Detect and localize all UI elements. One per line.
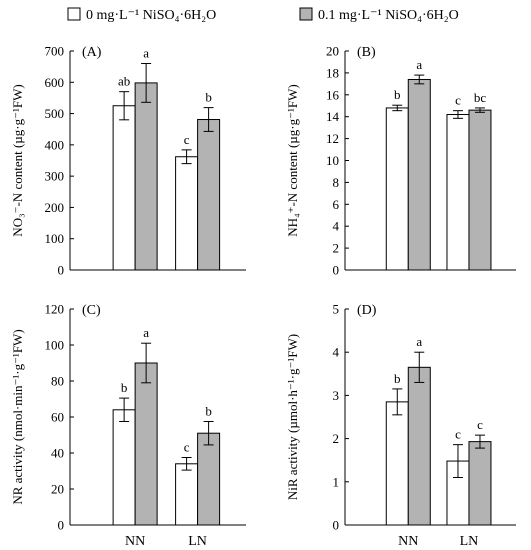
y-tick-label: 18 <box>326 65 339 80</box>
significance-label: ab <box>118 74 130 89</box>
bar-LN-series-2 <box>468 441 492 526</box>
y-tick-label: 600 <box>45 75 65 90</box>
y-tick-label: 4 <box>333 219 340 234</box>
bar-NN-series-1 <box>112 105 136 271</box>
y-tick-label: 500 <box>45 106 65 121</box>
y-tick-label: 2 <box>333 241 340 256</box>
y-tick-label: 0 <box>58 263 65 278</box>
significance-label: b <box>121 380 128 395</box>
significance-label: bc <box>474 90 487 105</box>
x-category-label: LN <box>460 534 479 549</box>
significance-label: a <box>143 325 149 340</box>
bar-LN-series-2 <box>197 119 221 271</box>
panel-label: (A) <box>82 45 102 60</box>
legend-swatch-white <box>67 7 81 21</box>
bar-NN-series-2 <box>134 362 158 526</box>
significance-label: b <box>205 90 212 105</box>
y-tick-label: 10 <box>326 153 339 168</box>
y-tick-label: 80 <box>51 374 64 389</box>
y-tick-label: 60 <box>51 410 64 425</box>
y-tick-label: 300 <box>45 169 65 184</box>
significance-label: c <box>477 417 483 432</box>
y-tick-label: 400 <box>45 137 65 152</box>
legend: 0 mg·L⁻¹ NiSO₄·6H₂O 0.1 mg·L⁻¹ NiSO₄·6H₂… <box>67 7 459 23</box>
y-tick-label: 0 <box>58 518 65 533</box>
significance-label: a <box>416 334 422 349</box>
y-tick-label: 1 <box>333 474 340 489</box>
bar-NN-series-2 <box>407 366 431 526</box>
bar-LN-series-2 <box>197 432 221 526</box>
y-tick-label: 200 <box>45 200 65 215</box>
x-category-label: LN <box>188 534 207 549</box>
panel-label: (C) <box>82 303 101 318</box>
y-tick-label: 8 <box>333 175 340 190</box>
panel-label: (B) <box>357 45 376 60</box>
y-tick-label: 3 <box>333 388 340 403</box>
bar-LN-series-1 <box>446 114 470 271</box>
panel-label: (D) <box>357 303 377 318</box>
y-tick-label: 700 <box>45 44 65 59</box>
chart-panel-2: 0 2 4 6 8 10 12 14 16 18 20 NH₄⁺-N content (µg·g⁻¹F… <box>285 44 516 278</box>
y-axis-title: NO₃⁻-N content (µg·g⁻¹FW) <box>10 84 25 236</box>
bar-LN-series-1 <box>175 463 199 526</box>
significance-label: b <box>394 371 401 386</box>
bar-NN-series-1 <box>385 107 409 271</box>
legend-label-white: 0 mg·L⁻¹ NiSO₄·6H₂O <box>86 8 216 23</box>
y-tick-label: 20 <box>326 44 339 59</box>
y-tick-label: 12 <box>326 131 339 146</box>
chart-panel-3: 0 20 40 60 80 100 120 NR activity (nmol·min⁻¹·g… <box>10 302 246 549</box>
y-tick-label: 40 <box>51 446 64 461</box>
y-axis-title: NH₄⁺-N content (µg·g⁻¹FW) <box>285 84 300 236</box>
significance-label: b <box>205 404 212 419</box>
y-axis-title: NR activity (nmol·min⁻¹·g⁻¹FW) <box>10 329 25 504</box>
significance-label: a <box>143 46 149 61</box>
y-tick-label: 120 <box>45 302 65 317</box>
significance-label: c <box>184 440 190 455</box>
y-tick-label: 0 <box>333 263 340 278</box>
y-tick-label: 2 <box>333 431 340 446</box>
y-tick-label: 5 <box>333 302 340 317</box>
y-tick-label: 4 <box>333 345 340 360</box>
chart-panel-1: 0 100 200 300 400 500 600 700 NO₃⁻-N content (µg… <box>10 44 246 278</box>
y-tick-label: 14 <box>326 109 340 124</box>
x-category-label: NN <box>125 534 145 549</box>
legend-label-gray: 0.1 mg·L⁻¹ NiSO₄·6H₂O <box>318 8 459 23</box>
bar-NN-series-1 <box>385 401 409 526</box>
y-tick-label: 100 <box>45 231 65 246</box>
y-tick-label: 16 <box>326 87 340 102</box>
y-tick-label: 0 <box>333 518 340 533</box>
x-category-label: NN <box>398 534 418 549</box>
y-axis-title: NiR activity (µmol·h⁻¹·g⁻¹FW) <box>285 334 300 500</box>
chart-panel-4: 0 1 2 3 4 5 NiR activity (µmol·h⁻¹·g⁻¹FW) (D) b a… <box>285 302 516 549</box>
legend-swatch-gray <box>299 7 313 21</box>
y-tick-label: 100 <box>45 338 65 353</box>
y-tick-label: 6 <box>333 197 340 212</box>
significance-label: b <box>394 87 401 102</box>
significance-label: a <box>416 57 422 72</box>
bar-NN-series-2 <box>134 82 158 271</box>
bar-LN-series-1 <box>175 156 199 271</box>
bar-NN-series-2 <box>407 78 431 271</box>
significance-label: c <box>455 93 461 108</box>
bar-LN-series-2 <box>468 109 492 271</box>
y-tick-label: 20 <box>51 482 64 497</box>
significance-label: c <box>184 132 190 147</box>
bar-NN-series-1 <box>112 409 136 526</box>
significance-label: c <box>455 427 461 442</box>
